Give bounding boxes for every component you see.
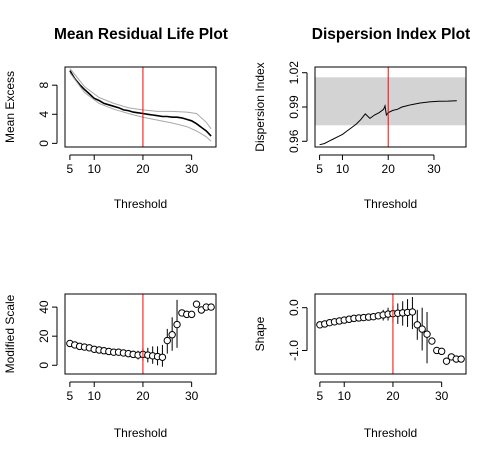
x-tick-label: 20	[136, 389, 150, 403]
y-tick-label: 0.99	[287, 95, 301, 119]
x-axis-label: Threshold	[364, 426, 417, 440]
x-tick-label: 20	[386, 389, 400, 403]
plot-frame	[64, 293, 217, 375]
x-axis-label: Threshold	[114, 426, 167, 440]
series-line-lower	[69, 72, 212, 142]
data-point	[442, 357, 451, 365]
y-tick-label: 40	[37, 300, 51, 314]
x-tick-label: 10	[338, 389, 352, 403]
x-tick-label: 30	[185, 162, 199, 176]
y-axis-label: Dispersion Index	[253, 62, 267, 151]
data-point	[158, 353, 167, 361]
panel-dispersion-index: 5 10 20 30 0.96 0.99 1.02 Dispersion Index Plot…	[253, 26, 470, 211]
x-tick-label: 5	[67, 162, 74, 176]
data-point	[413, 321, 421, 329]
y-axis-label: Mean Excess	[3, 71, 17, 143]
data-point	[163, 336, 171, 345]
data-point	[192, 300, 201, 308]
data-point	[423, 330, 431, 338]
data-point	[428, 337, 436, 345]
series-line-index	[319, 100, 457, 146]
x-tick-label: 30	[185, 389, 199, 403]
y-tick-label: 0.96	[287, 129, 301, 153]
x-tick-label: 5	[316, 162, 323, 176]
x-tick-label: 10	[88, 162, 102, 176]
x-axis-label: Threshold	[114, 197, 167, 211]
panel-modified-scale: 5 10 20 30 0 20 40 Threshold Modified Scale	[3, 293, 217, 440]
x-tick-label: 30	[427, 162, 441, 176]
series-line-mean	[69, 70, 212, 137]
y-axis-label: Shape	[253, 316, 267, 351]
x-tick-label: 30	[435, 389, 449, 403]
y-tick-label: 20	[37, 329, 51, 343]
x-tick-label: 10	[88, 389, 102, 403]
x-tick-label: 5	[317, 389, 324, 403]
y-tick-label: 4	[37, 111, 51, 118]
data-point	[418, 325, 426, 333]
x-tick-label: 10	[336, 162, 350, 176]
chart-title: Mean Residual Life Plot	[54, 26, 228, 43]
y-tick-label: 0.0	[287, 299, 301, 316]
y-tick-label: 0	[37, 140, 51, 147]
x-axis-label: Threshold	[364, 197, 417, 211]
plot-frame	[314, 66, 467, 148]
y-tick-label: -1.0	[287, 340, 301, 361]
series-line-upper	[69, 68, 212, 130]
data-point	[207, 303, 215, 311]
data-point	[168, 331, 176, 339]
y-tick-label: 1.02	[287, 61, 301, 85]
x-tick-label: 5	[67, 389, 74, 403]
panel-mean-residual-life: 5 10 20 30 0 4 8 Mean Residual Life Plot Thresho…	[3, 26, 228, 211]
y-tick-label: 8	[37, 82, 51, 89]
y-axis-label: Modified Scale	[3, 294, 17, 373]
data-point	[173, 320, 181, 329]
panel-shape: 5 10 20 30 -1.0 0.0 Threshold Shape	[253, 293, 467, 440]
y-tick-label: 0	[37, 362, 51, 369]
x-tick-label: 20	[382, 162, 396, 176]
data-point	[408, 308, 417, 316]
chart-title: Dispersion Index Plot	[312, 26, 470, 43]
x-tick-label: 20	[136, 162, 150, 176]
plot-frame	[64, 66, 217, 148]
data-point	[457, 355, 465, 363]
data-point	[187, 310, 196, 319]
data-point	[437, 347, 446, 356]
plot-frame	[314, 293, 467, 375]
